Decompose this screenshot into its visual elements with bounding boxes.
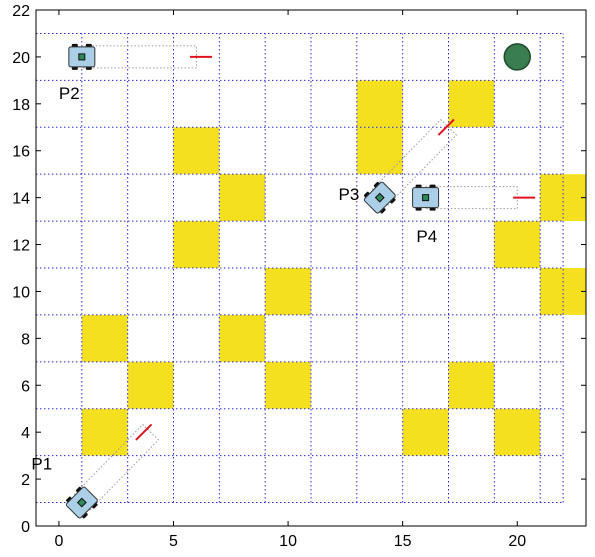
obstacle-cell <box>127 361 174 409</box>
robot-trail <box>73 423 160 511</box>
robot-p3 <box>363 181 396 214</box>
y-tick-label: 6 <box>21 378 30 395</box>
goal-marker <box>503 43 531 71</box>
robot-label-p1: P1 <box>31 455 52 474</box>
x-tick-label: 0 <box>54 533 63 550</box>
obstacle-cell <box>494 221 541 268</box>
robot-wheel <box>389 197 396 204</box>
robot-sensor <box>78 53 86 61</box>
robot-label-p2: P2 <box>59 84 80 103</box>
obstacle-cell <box>448 361 495 409</box>
robot-label-p4: P4 <box>416 227 437 246</box>
robot-wheel <box>65 496 73 503</box>
y-tick-label: 10 <box>12 284 30 301</box>
robot-p4 <box>412 184 440 211</box>
axes-box <box>35 9 587 527</box>
robot-sensor <box>422 194 430 202</box>
x-tick-label: 20 <box>508 533 526 550</box>
x-tick-label: 15 <box>394 533 412 550</box>
y-tick-label: 18 <box>12 97 30 114</box>
ticks-layer: 0 5 10 15 20 0 2 4 6 8 10 12 14 16 18 20 22 <box>12 3 586 550</box>
y-tick-label: 8 <box>21 331 30 348</box>
target-marks-layer <box>135 55 536 441</box>
target-heading-mark <box>437 118 455 136</box>
target-heading-mark <box>135 423 153 441</box>
robot-wheel <box>91 502 98 509</box>
robot-trail <box>81 45 197 69</box>
robot-wheel <box>75 486 83 493</box>
obstacle-cell <box>219 174 266 222</box>
y-tick-label: 2 <box>21 472 30 489</box>
x-tick-label: 10 <box>279 533 297 550</box>
robot-p2 <box>68 43 96 70</box>
y-tick-label: 16 <box>12 144 30 161</box>
obstacle-cell <box>540 268 586 315</box>
y-tick-label: 20 <box>12 50 30 67</box>
obstacle-cell <box>356 127 403 175</box>
obstacle-cell <box>81 314 128 362</box>
robot-p1 <box>65 486 98 519</box>
y-tick-label: 4 <box>21 425 30 442</box>
robot-wheel <box>379 207 386 214</box>
robot-sensor <box>76 497 87 508</box>
obstacle-cell <box>265 361 311 409</box>
robot-wheel <box>363 191 371 198</box>
robot-trail <box>371 118 458 207</box>
robot-sensor <box>374 192 385 203</box>
y-tick-label: 14 <box>12 191 30 208</box>
obstacles-layer <box>81 80 586 456</box>
obstacle-cell <box>219 314 266 362</box>
y-tick-label: 12 <box>12 238 30 255</box>
obstacle-cell <box>402 408 449 456</box>
robot-trail <box>425 186 518 210</box>
obstacle-cell <box>494 408 541 456</box>
obstacle-cell <box>448 80 495 128</box>
obstacle-cell <box>173 127 220 175</box>
obstacle-cell <box>265 268 311 315</box>
goal-layer <box>503 43 531 71</box>
robot-labels-layer: P1 P2 P3 P4 <box>31 84 437 474</box>
axes-frame <box>35 9 587 527</box>
robot-label-p3: P3 <box>339 185 360 204</box>
obstacle-cell <box>81 408 128 456</box>
y-tick-label: 0 <box>21 519 30 536</box>
x-tick-label: 5 <box>169 533 178 550</box>
obstacle-cell <box>173 221 220 268</box>
robot-wheel <box>373 181 381 189</box>
robot-wheel <box>81 512 88 519</box>
obstacle-cell <box>356 80 403 128</box>
y-tick-label: 22 <box>12 3 30 20</box>
robots-layer <box>65 43 440 519</box>
